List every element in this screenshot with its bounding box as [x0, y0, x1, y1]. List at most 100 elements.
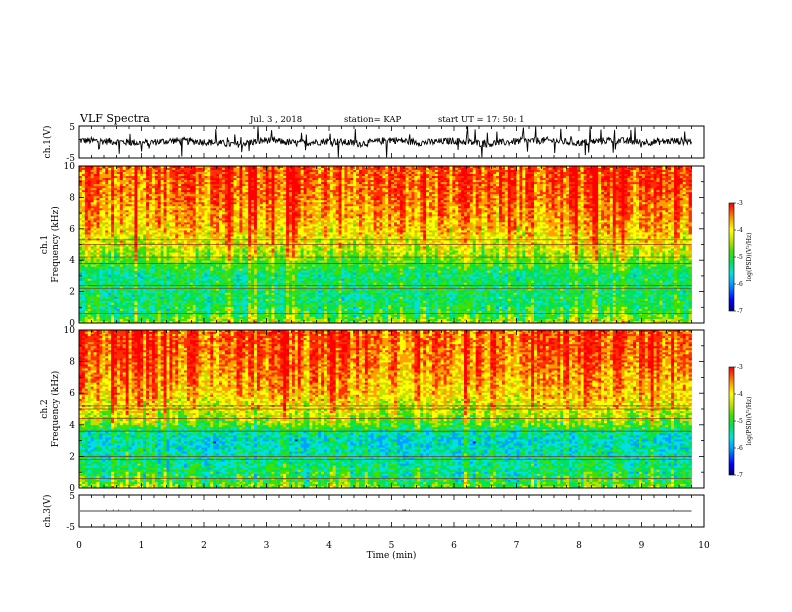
spectrogram-cell [172, 170, 176, 173]
spectrogram-cell [344, 186, 348, 189]
spectrogram-cell [364, 168, 369, 171]
spectrogram-cell [551, 176, 555, 179]
spectrogram-cell [210, 176, 214, 179]
spectrogram-cell [458, 174, 462, 177]
spectrogram-cell [227, 180, 232, 183]
spectrogram-cell [391, 188, 395, 191]
spectrogram-cell [79, 166, 83, 169]
spectrogram-cell [256, 192, 261, 195]
spectrogram-cell [300, 168, 304, 171]
chart-title: VLF Spectra [80, 112, 150, 125]
spectrogram-cell [388, 190, 392, 193]
spectrogram-cell [414, 176, 418, 179]
spectrogram-cell [548, 182, 552, 185]
spectrogram-cell [411, 184, 415, 187]
spectrogram-cell [277, 186, 281, 189]
spectrogram-cell [359, 176, 363, 179]
spectrogram-cell [321, 182, 325, 185]
spectrogram-cell [504, 170, 509, 173]
spectrogram-cell [335, 176, 339, 179]
spectrogram-cell [668, 184, 672, 187]
spectrogram-cell [647, 166, 652, 169]
spectrogram-cell [245, 170, 249, 173]
spectrogram-cell [309, 176, 313, 179]
spectrogram-cell [271, 172, 275, 175]
spectrogram-cell [525, 178, 529, 181]
spectrogram-cell [606, 184, 611, 187]
spectrogram-cell [396, 178, 401, 181]
spectrogram-cell [659, 174, 663, 177]
spectrogram-cell [647, 186, 652, 189]
spectrogram-cell [560, 170, 564, 173]
spectrogram-cell [469, 186, 474, 189]
spectrogram-cell [636, 182, 640, 185]
spectrogram-cell [125, 182, 129, 185]
spectrogram-cell [475, 166, 479, 169]
spectrogram-cell [580, 176, 584, 179]
spectrogram-cell [475, 182, 479, 185]
spectrogram-cell [277, 192, 281, 195]
spectrogram-cell [469, 166, 474, 169]
spectrogram-cell [557, 178, 561, 181]
spectrogram-cell [569, 190, 573, 193]
spectrogram-cell [160, 166, 164, 169]
spectrogram-cell [574, 184, 579, 187]
spectrogram-cell [114, 168, 118, 171]
spectrogram-cell [469, 184, 474, 187]
spectrogram-cell [676, 172, 681, 175]
spectrogram-cell [309, 190, 313, 193]
spectrogram-cell [662, 178, 666, 181]
spectrogram-cell [105, 170, 109, 173]
spectrogram-cell [391, 190, 395, 193]
spectrogram-cell [405, 178, 409, 181]
spectrogram-cell [510, 174, 514, 177]
spectrogram-cell [525, 170, 529, 173]
spectrogram-cell [108, 176, 112, 179]
spectrogram-cell [563, 184, 567, 187]
spectrogram-cell [286, 166, 290, 169]
spectrogram-cell [440, 192, 444, 195]
spectrogram-cell [522, 168, 526, 171]
spectrogram-cell [146, 166, 150, 169]
spectrogram-cell [656, 170, 660, 173]
spectrogram-cell [184, 170, 188, 173]
spectrogram-cell [361, 190, 366, 193]
spectrogram-cell [259, 190, 264, 193]
spectrogram-cell [481, 184, 485, 187]
spectrogram-cell [294, 168, 299, 171]
spectrogram-cell [391, 170, 395, 173]
spectrogram-cell [108, 168, 112, 171]
spectrogram-cell [560, 188, 564, 191]
spectrogram-cell [402, 188, 407, 191]
spectrogram-cell [312, 166, 316, 169]
start-time-label: start UT = 17: 50: 1 [438, 115, 525, 125]
spectrogram-cell [545, 174, 549, 177]
spectrogram-cell [87, 186, 92, 189]
spectrogram-cell [149, 180, 153, 183]
spectrogram-cell [659, 190, 663, 193]
spectrogram-cell [303, 176, 307, 179]
spectrogram-cell [399, 182, 404, 185]
spectrogram-cell [601, 168, 605, 171]
spectrogram-cell [671, 174, 675, 177]
spectrogram-cell [402, 190, 407, 193]
spectrogram-cell [437, 176, 442, 179]
spectrogram-cell [396, 176, 401, 179]
spectrogram-cell [528, 180, 532, 183]
spectrogram-cell [376, 182, 380, 185]
spectrogram-cell [429, 190, 433, 193]
spectrogram-cell [99, 188, 103, 191]
spectrogram-cell [630, 176, 634, 179]
spectrogram-cell [122, 184, 127, 187]
spectrogram-cell [668, 174, 672, 177]
spectrogram-cell [347, 168, 351, 171]
spectrogram-cell [639, 182, 643, 185]
spectrogram-cell [609, 168, 614, 171]
spectrogram-cell [639, 186, 643, 189]
spectrogram-cell [297, 174, 302, 177]
spectrogram-cell [297, 190, 302, 193]
spectrogram-cell [586, 174, 590, 177]
spectrogram-cell [668, 180, 672, 183]
spectrogram-cell [364, 190, 369, 193]
spectrogram-cell [137, 178, 141, 181]
